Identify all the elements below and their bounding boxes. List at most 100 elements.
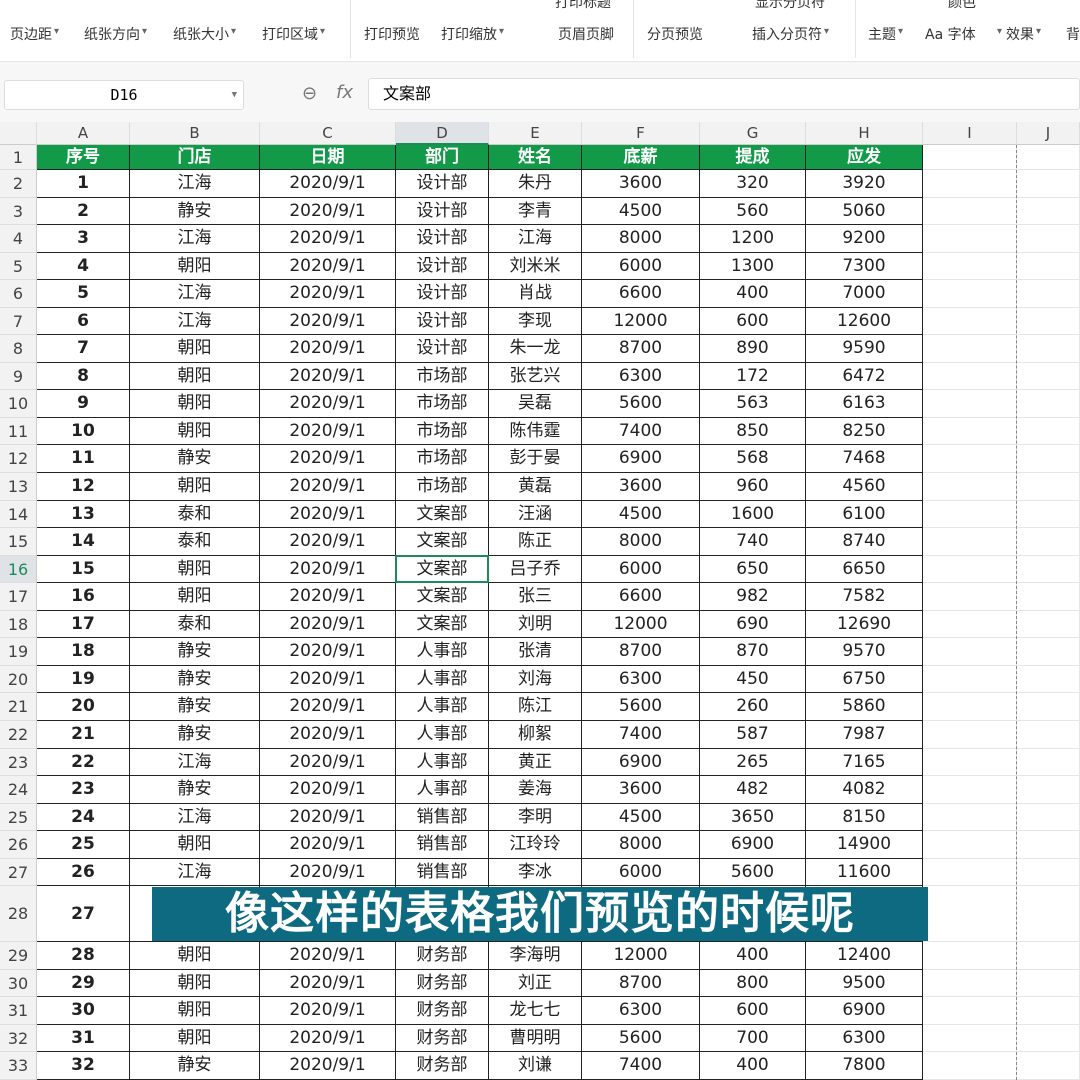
row-header-26[interactable]: 26 <box>0 831 37 859</box>
cell[interactable] <box>1017 1024 1080 1053</box>
cell[interactable]: 朝阳 <box>130 583 260 611</box>
cell[interactable]: 静安 <box>130 720 260 749</box>
cell[interactable]: 8000 <box>582 225 700 253</box>
cell[interactable]: 张清 <box>489 638 582 666</box>
cell[interactable]: 静安 <box>130 665 260 694</box>
cell[interactable]: 5060 <box>806 197 923 226</box>
cell[interactable] <box>923 886 1017 943</box>
header-cell[interactable]: 姓名 <box>489 145 582 170</box>
cell[interactable] <box>923 997 1017 1025</box>
cell[interactable]: 12000 <box>582 307 700 336</box>
cell[interactable]: 12400 <box>806 942 923 970</box>
cell[interactable]: 朝阳 <box>130 831 260 859</box>
row-header-21[interactable]: 21 <box>0 693 37 721</box>
cell[interactable] <box>1017 362 1080 391</box>
cell[interactable] <box>1017 665 1080 694</box>
cell[interactable]: 2020/9/1 <box>260 858 396 887</box>
cell[interactable]: 6100 <box>806 500 923 529</box>
cell[interactable]: 朝阳 <box>130 1024 260 1053</box>
cell[interactable]: 260 <box>700 693 806 721</box>
cell[interactable]: 10 <box>37 417 130 446</box>
cell[interactable]: 朝阳 <box>130 362 260 391</box>
cell[interactable]: 朝阳 <box>130 390 260 418</box>
cell[interactable] <box>1017 335 1080 363</box>
cell[interactable]: 静安 <box>130 638 260 666</box>
cell[interactable]: 1200 <box>700 225 806 253</box>
cell[interactable]: 6900 <box>582 445 700 474</box>
cell[interactable]: 李海明 <box>489 942 582 970</box>
cell[interactable]: 财务部 <box>396 942 489 970</box>
cell[interactable]: 24 <box>37 803 130 832</box>
cell[interactable]: 26 <box>37 858 130 887</box>
cell[interactable]: 2020/9/1 <box>260 803 396 832</box>
row-header-19[interactable]: 19 <box>0 638 37 666</box>
cell[interactable]: 7468 <box>806 445 923 474</box>
cell[interactable]: 2020/9/1 <box>260 665 396 694</box>
row-header-23[interactable]: 23 <box>0 748 37 777</box>
row-header-4[interactable]: 4 <box>0 225 37 253</box>
cell[interactable]: 4500 <box>582 197 700 226</box>
cell[interactable]: 人事部 <box>396 665 489 694</box>
cell[interactable]: 市场部 <box>396 445 489 474</box>
cell[interactable] <box>923 665 1017 694</box>
column-header-C[interactable]: C <box>260 122 396 145</box>
cell[interactable]: 5600 <box>582 1024 700 1053</box>
zoom-formula-icon[interactable]: ⊖ <box>302 83 318 104</box>
cell[interactable]: 12690 <box>806 610 923 639</box>
cell[interactable]: 设计部 <box>396 170 489 198</box>
cell[interactable] <box>923 252 1017 281</box>
cell[interactable] <box>923 225 1017 253</box>
row-header-27[interactable]: 27 <box>0 858 37 887</box>
cell[interactable]: 朱丹 <box>489 170 582 198</box>
cell[interactable] <box>923 969 1017 998</box>
cell[interactable]: 11 <box>37 445 130 474</box>
cell[interactable]: 9 <box>37 390 130 418</box>
cell[interactable]: 7400 <box>582 417 700 446</box>
cell[interactable] <box>923 362 1017 391</box>
cell[interactable]: 2020/9/1 <box>260 1052 396 1080</box>
cell[interactable]: 销售部 <box>396 803 489 832</box>
cell[interactable]: 29 <box>37 969 130 998</box>
cell[interactable]: 7400 <box>582 1052 700 1080</box>
cell[interactable] <box>1017 720 1080 749</box>
cell[interactable]: 2020/9/1 <box>260 942 396 970</box>
cell[interactable]: 450 <box>700 665 806 694</box>
row-header-25[interactable]: 25 <box>0 803 37 832</box>
cell[interactable] <box>1017 831 1080 859</box>
cell[interactable]: 563 <box>700 390 806 418</box>
ribbon-button-label[interactable]: 显示分页符 <box>755 0 825 11</box>
cell[interactable] <box>923 417 1017 446</box>
cell[interactable]: 陈伟霆 <box>489 417 582 446</box>
cell[interactable] <box>1017 145 1080 170</box>
select-all-corner[interactable] <box>0 122 37 145</box>
cell[interactable] <box>1017 583 1080 611</box>
cell[interactable]: 8000 <box>582 528 700 556</box>
cell[interactable] <box>923 445 1017 474</box>
cell[interactable]: 市场部 <box>396 417 489 446</box>
column-header-D[interactable]: D <box>396 122 489 145</box>
cell[interactable] <box>1017 1052 1080 1080</box>
cell[interactable]: 4500 <box>582 500 700 529</box>
row-header-16[interactable]: 16 <box>0 555 37 584</box>
cell[interactable]: 2020/9/1 <box>260 748 396 777</box>
cell[interactable]: 172 <box>700 362 806 391</box>
cell[interactable]: 江玲玲 <box>489 831 582 859</box>
cell[interactable]: 吕子乔 <box>489 555 582 584</box>
cell[interactable]: 设计部 <box>396 335 489 363</box>
column-header-A[interactable]: A <box>37 122 130 145</box>
cell[interactable]: 15 <box>37 555 130 584</box>
cell[interactable]: 6300 <box>806 1024 923 1053</box>
cell[interactable]: 江海 <box>130 858 260 887</box>
cell[interactable]: 2020/9/1 <box>260 362 396 391</box>
cell[interactable]: 6900 <box>700 831 806 859</box>
cell[interactable]: 张艺兴 <box>489 362 582 391</box>
cell[interactable]: 静安 <box>130 693 260 721</box>
cell[interactable] <box>923 145 1017 170</box>
cell[interactable]: 静安 <box>130 1052 260 1080</box>
cell[interactable]: 11600 <box>806 858 923 887</box>
cell[interactable]: 400 <box>700 942 806 970</box>
cell[interactable] <box>1017 417 1080 446</box>
cell[interactable] <box>1017 528 1080 556</box>
cell[interactable]: 9500 <box>806 969 923 998</box>
cell[interactable]: 2020/9/1 <box>260 776 396 804</box>
